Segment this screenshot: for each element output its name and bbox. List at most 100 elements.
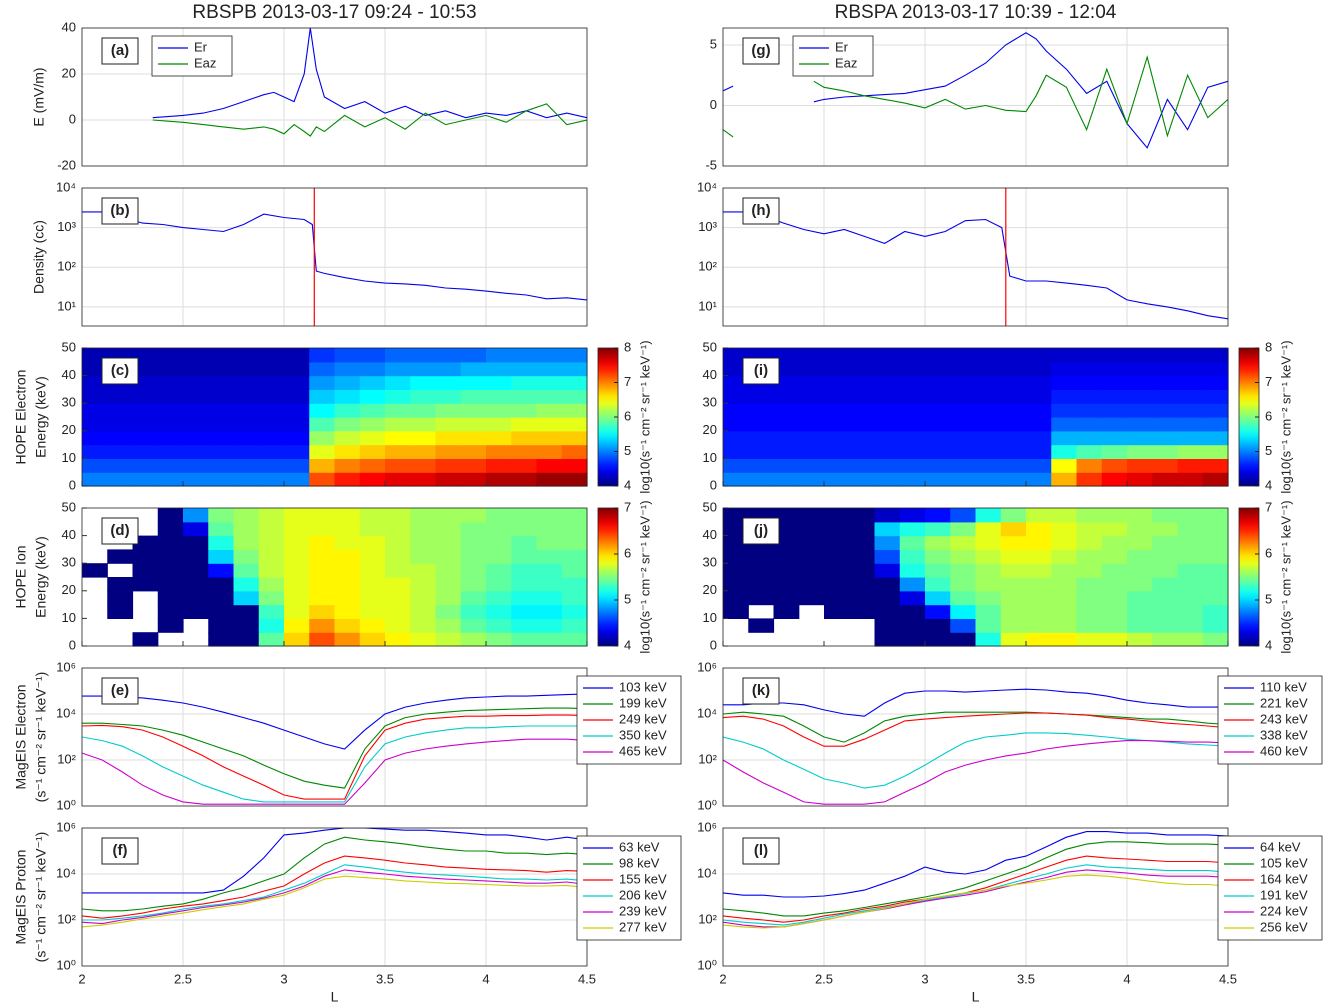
- heat-cell: [798, 417, 825, 432]
- heat-cell: [723, 348, 749, 363]
- heat-cell: [925, 472, 951, 487]
- heat-cell: [899, 403, 926, 418]
- heat-cell: [284, 458, 310, 473]
- heat-cell: [723, 604, 749, 619]
- heat-cell: [1202, 521, 1229, 537]
- heat-cell: [925, 563, 951, 578]
- panel-label: (i): [754, 362, 768, 379]
- panel-label: (f): [113, 842, 128, 859]
- heat-cell: [486, 361, 512, 377]
- heat-cell: [824, 563, 850, 578]
- heat-cell: [1127, 577, 1153, 592]
- y-axis-label: (s⁻¹ cm⁻² sr⁻¹ keV⁻¹): [33, 832, 49, 963]
- colorbar-tick-label: 8: [624, 339, 631, 354]
- heat-cell: [157, 508, 184, 523]
- heat-cell: [925, 417, 951, 432]
- legend-label: 338 keV: [1260, 727, 1308, 742]
- heat-cell: [1026, 361, 1052, 377]
- heat-cell: [798, 590, 825, 606]
- heat-cell: [1000, 430, 1027, 446]
- heat-cell: [183, 508, 209, 523]
- heat-cell: [1000, 535, 1027, 550]
- heat-cell: [359, 417, 386, 432]
- heat-cell: [975, 403, 1002, 418]
- series-line: [82, 864, 587, 921]
- heat-cell: [1152, 375, 1179, 390]
- axes-background: [723, 668, 1228, 806]
- heat-cell: [233, 389, 260, 404]
- colorbar-tick-label: 4: [624, 477, 631, 492]
- heat-cell: [410, 521, 437, 537]
- heat-cell: [536, 549, 563, 564]
- heat-cell: [536, 563, 563, 578]
- heat-cell: [723, 389, 749, 404]
- heat-cell: [1026, 403, 1052, 418]
- heat-cell: [183, 577, 209, 592]
- y-tick-label: 10⁰: [697, 797, 717, 812]
- heat-cell: [309, 417, 336, 432]
- heat-cell: [486, 375, 512, 390]
- heat-cell: [1026, 417, 1052, 432]
- heat-cell: [359, 472, 386, 487]
- heat-cell: [874, 535, 901, 550]
- heat-cell: [359, 632, 386, 647]
- heat-cell: [1026, 389, 1052, 404]
- y-tick-label: 10: [703, 610, 717, 625]
- heat-cell: [334, 508, 361, 523]
- heat-cell: [460, 430, 487, 446]
- panel-label: (k): [752, 682, 770, 699]
- heat-cell: [824, 604, 850, 619]
- heat-cell: [208, 521, 235, 537]
- heat-cell: [536, 403, 563, 418]
- heat-cell: [309, 444, 336, 459]
- heat-cell: [107, 549, 134, 564]
- heat-cell: [975, 577, 1002, 592]
- heat-cell: [950, 348, 977, 363]
- heat-cell: [824, 403, 850, 418]
- heat-cell: [258, 472, 285, 487]
- y-axis-label: Energy (keV): [33, 376, 49, 458]
- heat-cell: [435, 458, 462, 473]
- heat-cell: [748, 417, 775, 432]
- heat-cell: [1000, 361, 1027, 377]
- heat-cell: [773, 604, 800, 619]
- heat-cell: [410, 458, 437, 473]
- heat-cell: [208, 348, 235, 363]
- heat-cell: [157, 577, 184, 592]
- heat-cell: [849, 430, 876, 446]
- heat-cell: [1076, 348, 1103, 363]
- series-line: [82, 707, 587, 789]
- heat-cell: [435, 508, 462, 523]
- heat-cell: [1152, 444, 1179, 459]
- heat-cell: [849, 604, 876, 619]
- heat-cell: [899, 508, 926, 523]
- y-tick-label: -20: [57, 157, 76, 172]
- heat-cell: [849, 375, 876, 390]
- heat-cell: [233, 348, 260, 363]
- heat-cell: [460, 521, 487, 537]
- heat-cell: [950, 361, 977, 377]
- heat-cell: [874, 577, 901, 592]
- heat-cell: [1202, 618, 1229, 633]
- heat-cell: [132, 403, 159, 418]
- heat-cell: [536, 472, 563, 487]
- heat-cell: [975, 632, 1002, 647]
- legend-label: Eaz: [194, 55, 216, 70]
- heat-cell: [233, 549, 260, 564]
- heat-cell: [410, 430, 437, 446]
- heat-cell: [157, 348, 184, 363]
- heat-cell: [748, 618, 775, 633]
- heat-cell: [385, 632, 411, 647]
- heat-cell: [511, 348, 538, 363]
- heat-cell: [798, 389, 825, 404]
- heat-cell: [208, 632, 235, 647]
- heat-cell: [1177, 417, 1204, 432]
- heat-cell: [334, 563, 361, 578]
- panel-label-box: [101, 837, 139, 865]
- y-tick-label: 0: [710, 637, 717, 652]
- legend-label: Er: [835, 39, 849, 54]
- heat-cell: [435, 577, 462, 592]
- heat-cell: [1076, 430, 1103, 446]
- heat-cell: [1177, 577, 1204, 592]
- heat-cell: [1076, 632, 1103, 647]
